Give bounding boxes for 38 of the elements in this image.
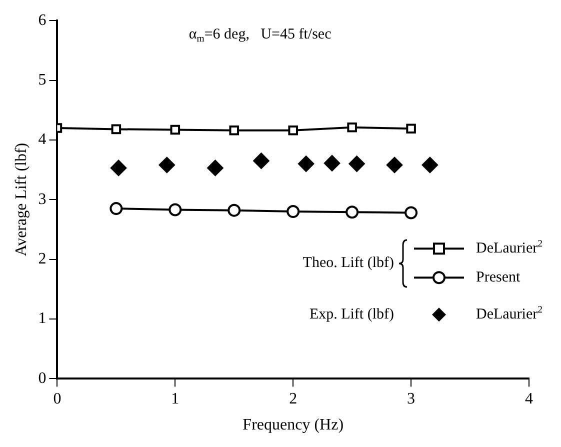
x-tick-label: 0	[53, 390, 62, 408]
y-tick-label: 2	[38, 250, 46, 268]
point	[404, 206, 418, 220]
point	[324, 155, 340, 172]
y-tick-label: 6	[38, 12, 46, 29]
x-tick-label: 2	[289, 390, 298, 408]
point	[170, 124, 180, 135]
point	[158, 156, 175, 173]
point	[110, 202, 123, 216]
y-tick-label: 4	[38, 131, 46, 148]
point	[253, 152, 270, 169]
point	[298, 156, 314, 172]
x-axis-title: Frequency (Hz)	[242, 416, 344, 434]
point	[406, 124, 416, 134]
point	[228, 204, 241, 217]
annotation: Exp. Lift (lbf)	[309, 306, 394, 323]
legend-label: Present	[476, 270, 521, 286]
annotation: Theo. Lift (lbf)	[302, 255, 394, 272]
x-tick-label: 3	[407, 390, 416, 408]
y-axis-title: Average Lift (lbf)	[12, 142, 30, 256]
point	[346, 206, 359, 219]
point	[286, 205, 300, 218]
point	[111, 124, 122, 134]
point	[110, 160, 127, 176]
point	[288, 126, 298, 136]
point	[229, 126, 240, 136]
y-tick-label: 3	[38, 190, 46, 208]
point	[207, 160, 224, 176]
y-tick-label: 5	[38, 71, 46, 88]
point	[347, 122, 357, 132]
x-tick-label: 1	[171, 390, 180, 408]
x-tick-label: 4	[525, 390, 533, 408]
point	[386, 156, 403, 173]
y-tick-label: 1	[38, 310, 46, 328]
point	[422, 156, 438, 173]
point	[348, 156, 365, 172]
y-tick-label: 0	[38, 370, 46, 387]
point	[168, 203, 182, 216]
